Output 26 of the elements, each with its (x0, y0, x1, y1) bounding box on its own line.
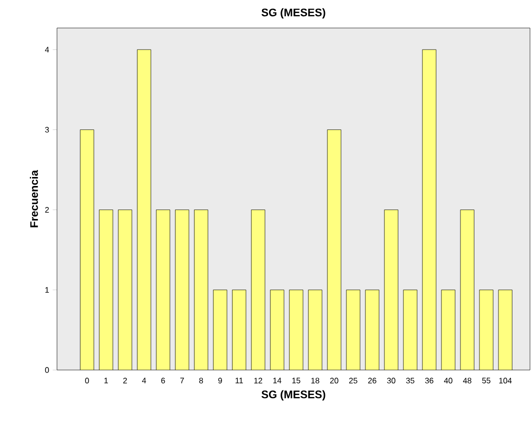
bar (213, 290, 228, 370)
bar (80, 130, 94, 370)
bar (346, 290, 360, 370)
bar (118, 210, 132, 370)
y-axis-title: Frecuencia (30, 170, 38, 228)
bar (308, 290, 322, 370)
bar (175, 210, 190, 370)
bar (479, 290, 494, 370)
bar (403, 290, 418, 370)
bar (232, 290, 246, 370)
bar (365, 290, 380, 370)
bar (460, 210, 474, 370)
bar (327, 130, 342, 370)
bar (137, 50, 151, 370)
bar (251, 210, 266, 370)
bar (289, 290, 304, 370)
bar (422, 49, 436, 370)
bar (441, 290, 456, 370)
bar (270, 290, 284, 370)
bar (498, 290, 512, 370)
bar (194, 210, 208, 370)
chart-title: SG (MESES) (262, 8, 326, 18)
bar (156, 210, 170, 370)
bar (384, 210, 398, 370)
bar (99, 210, 114, 370)
x-axis-title: SG (MESES) (262, 390, 326, 400)
